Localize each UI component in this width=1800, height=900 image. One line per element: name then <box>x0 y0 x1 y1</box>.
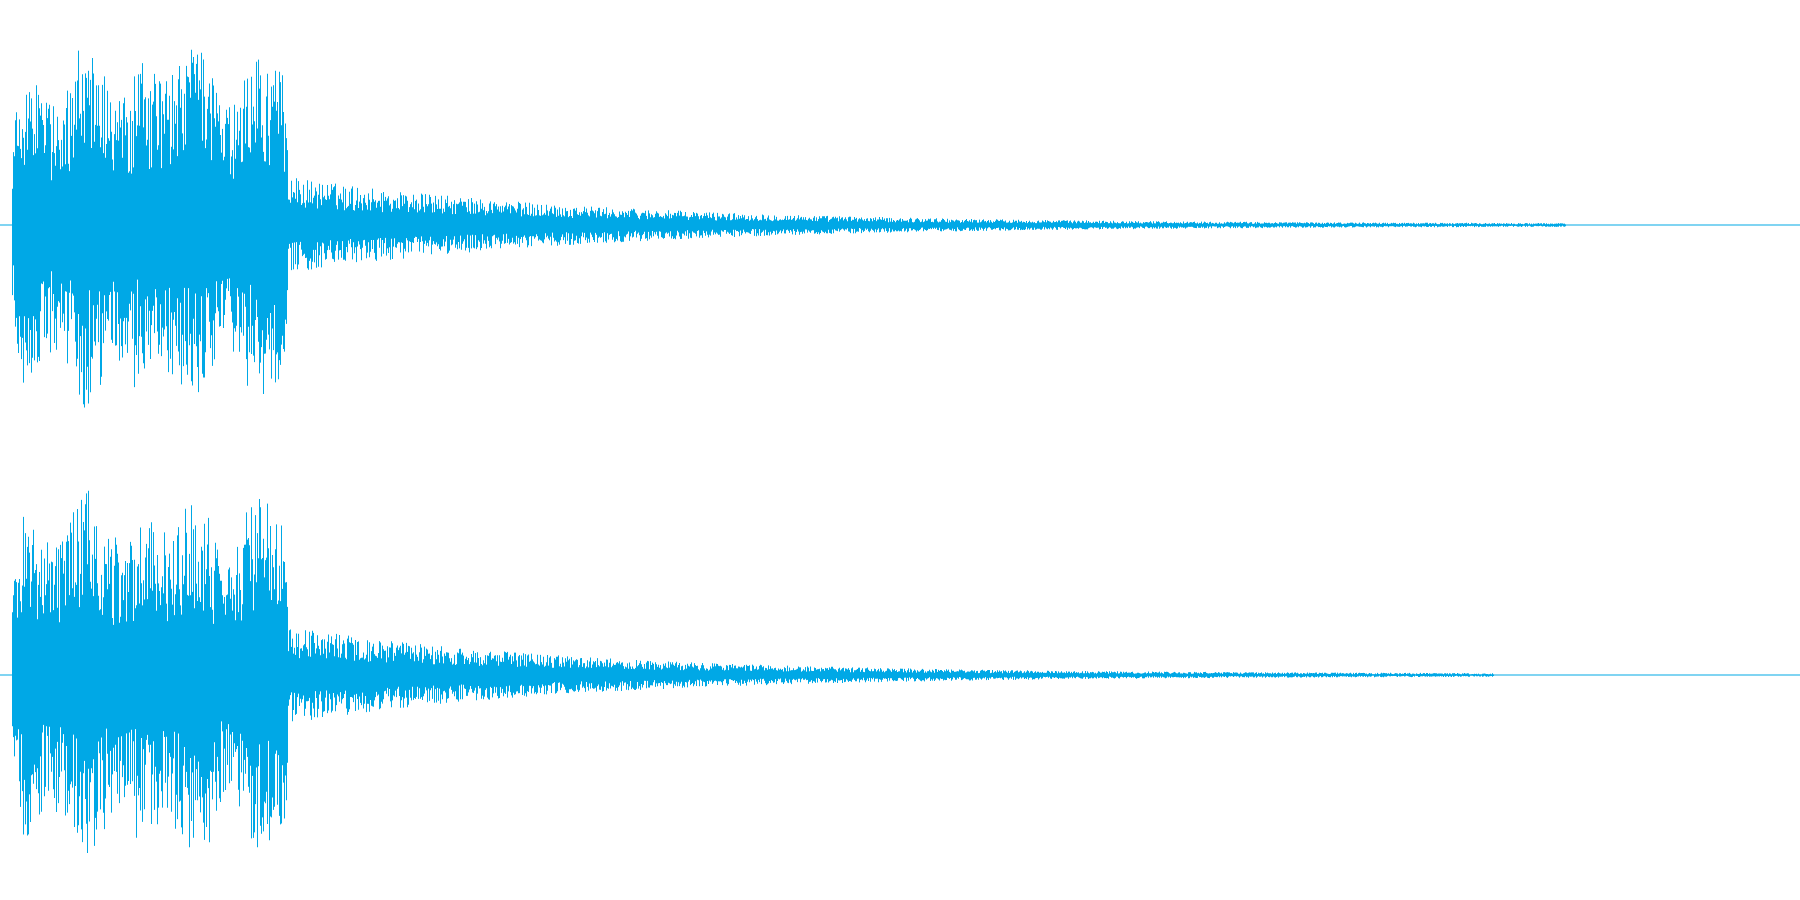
waveform-channel-bottom <box>0 450 1800 900</box>
waveform-channel-bottom-plot <box>0 490 1800 853</box>
waveform-channel-top <box>0 49 1800 408</box>
waveform-trace <box>12 490 1494 853</box>
waveform-trace <box>12 49 1566 408</box>
waveform-channel-top-plot <box>0 49 1800 408</box>
